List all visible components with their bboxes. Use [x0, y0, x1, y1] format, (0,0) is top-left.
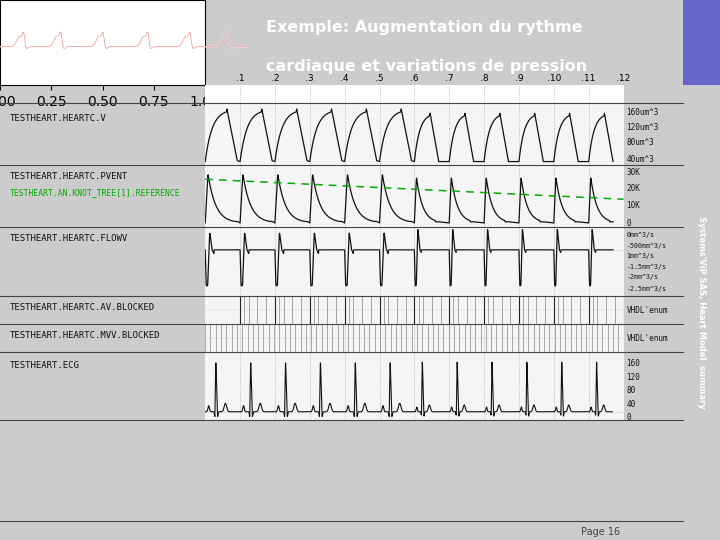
- Text: 120um^3: 120um^3: [626, 123, 659, 132]
- Text: -1.5mm^3/s: -1.5mm^3/s: [626, 264, 667, 269]
- Text: TESTHEART.HEARTC.PVENT: TESTHEART.HEARTC.PVENT: [10, 172, 128, 181]
- Text: 40: 40: [626, 400, 636, 409]
- Bar: [683, 0, 720, 85]
- Text: 120: 120: [626, 373, 640, 382]
- Text: TESTHEART.AN.KNOT_TREE[1].REFERENCE: TESTHEART.AN.KNOT_TREE[1].REFERENCE: [10, 188, 181, 197]
- Text: 160um^3: 160um^3: [626, 107, 659, 117]
- Text: Exemple: Augmentation du rythme: Exemple: Augmentation du rythme: [266, 19, 582, 35]
- Text: Systems'ViP SAS, Heart Model  summary: Systems'ViP SAS, Heart Model summary: [697, 216, 706, 409]
- Text: TESTHEART.HEARTC.V: TESTHEART.HEARTC.V: [10, 114, 107, 123]
- Text: cardiaque et variations de pression: cardiaque et variations de pression: [266, 59, 587, 73]
- Text: TESTHEART.HEARTC.MVV.BLOCKED: TESTHEART.HEARTC.MVV.BLOCKED: [10, 332, 161, 340]
- Text: TESTHEART.ECG: TESTHEART.ECG: [10, 361, 80, 369]
- Text: VHDL'enum: VHDL'enum: [626, 306, 668, 315]
- Text: 40um^3: 40um^3: [626, 156, 654, 164]
- Text: 160: 160: [626, 359, 640, 368]
- Text: 10K: 10K: [626, 200, 640, 210]
- Text: -500mm^3/s: -500mm^3/s: [626, 242, 667, 248]
- Text: Page 16: Page 16: [581, 527, 620, 537]
- Text: -2.5mm^3/s: -2.5mm^3/s: [626, 286, 667, 292]
- Text: 0: 0: [626, 414, 631, 422]
- Text: 80um^3: 80um^3: [626, 138, 654, 147]
- Text: 20K: 20K: [626, 185, 640, 193]
- Text: -2mm^3/s: -2mm^3/s: [626, 274, 659, 280]
- Text: 80: 80: [626, 386, 636, 395]
- Text: 1mm^3/s: 1mm^3/s: [626, 253, 654, 259]
- Text: 0: 0: [626, 219, 631, 228]
- Text: TESTHEART.HEARTC.FLOWV: TESTHEART.HEARTC.FLOWV: [10, 233, 128, 242]
- Text: VHDL'enum: VHDL'enum: [626, 334, 668, 343]
- Text: 30K: 30K: [626, 168, 640, 177]
- Text: 0mm^3/s: 0mm^3/s: [626, 232, 654, 238]
- Text: TESTHEART.HEARTC.AV.BLOCKED: TESTHEART.HEARTC.AV.BLOCKED: [10, 303, 156, 313]
